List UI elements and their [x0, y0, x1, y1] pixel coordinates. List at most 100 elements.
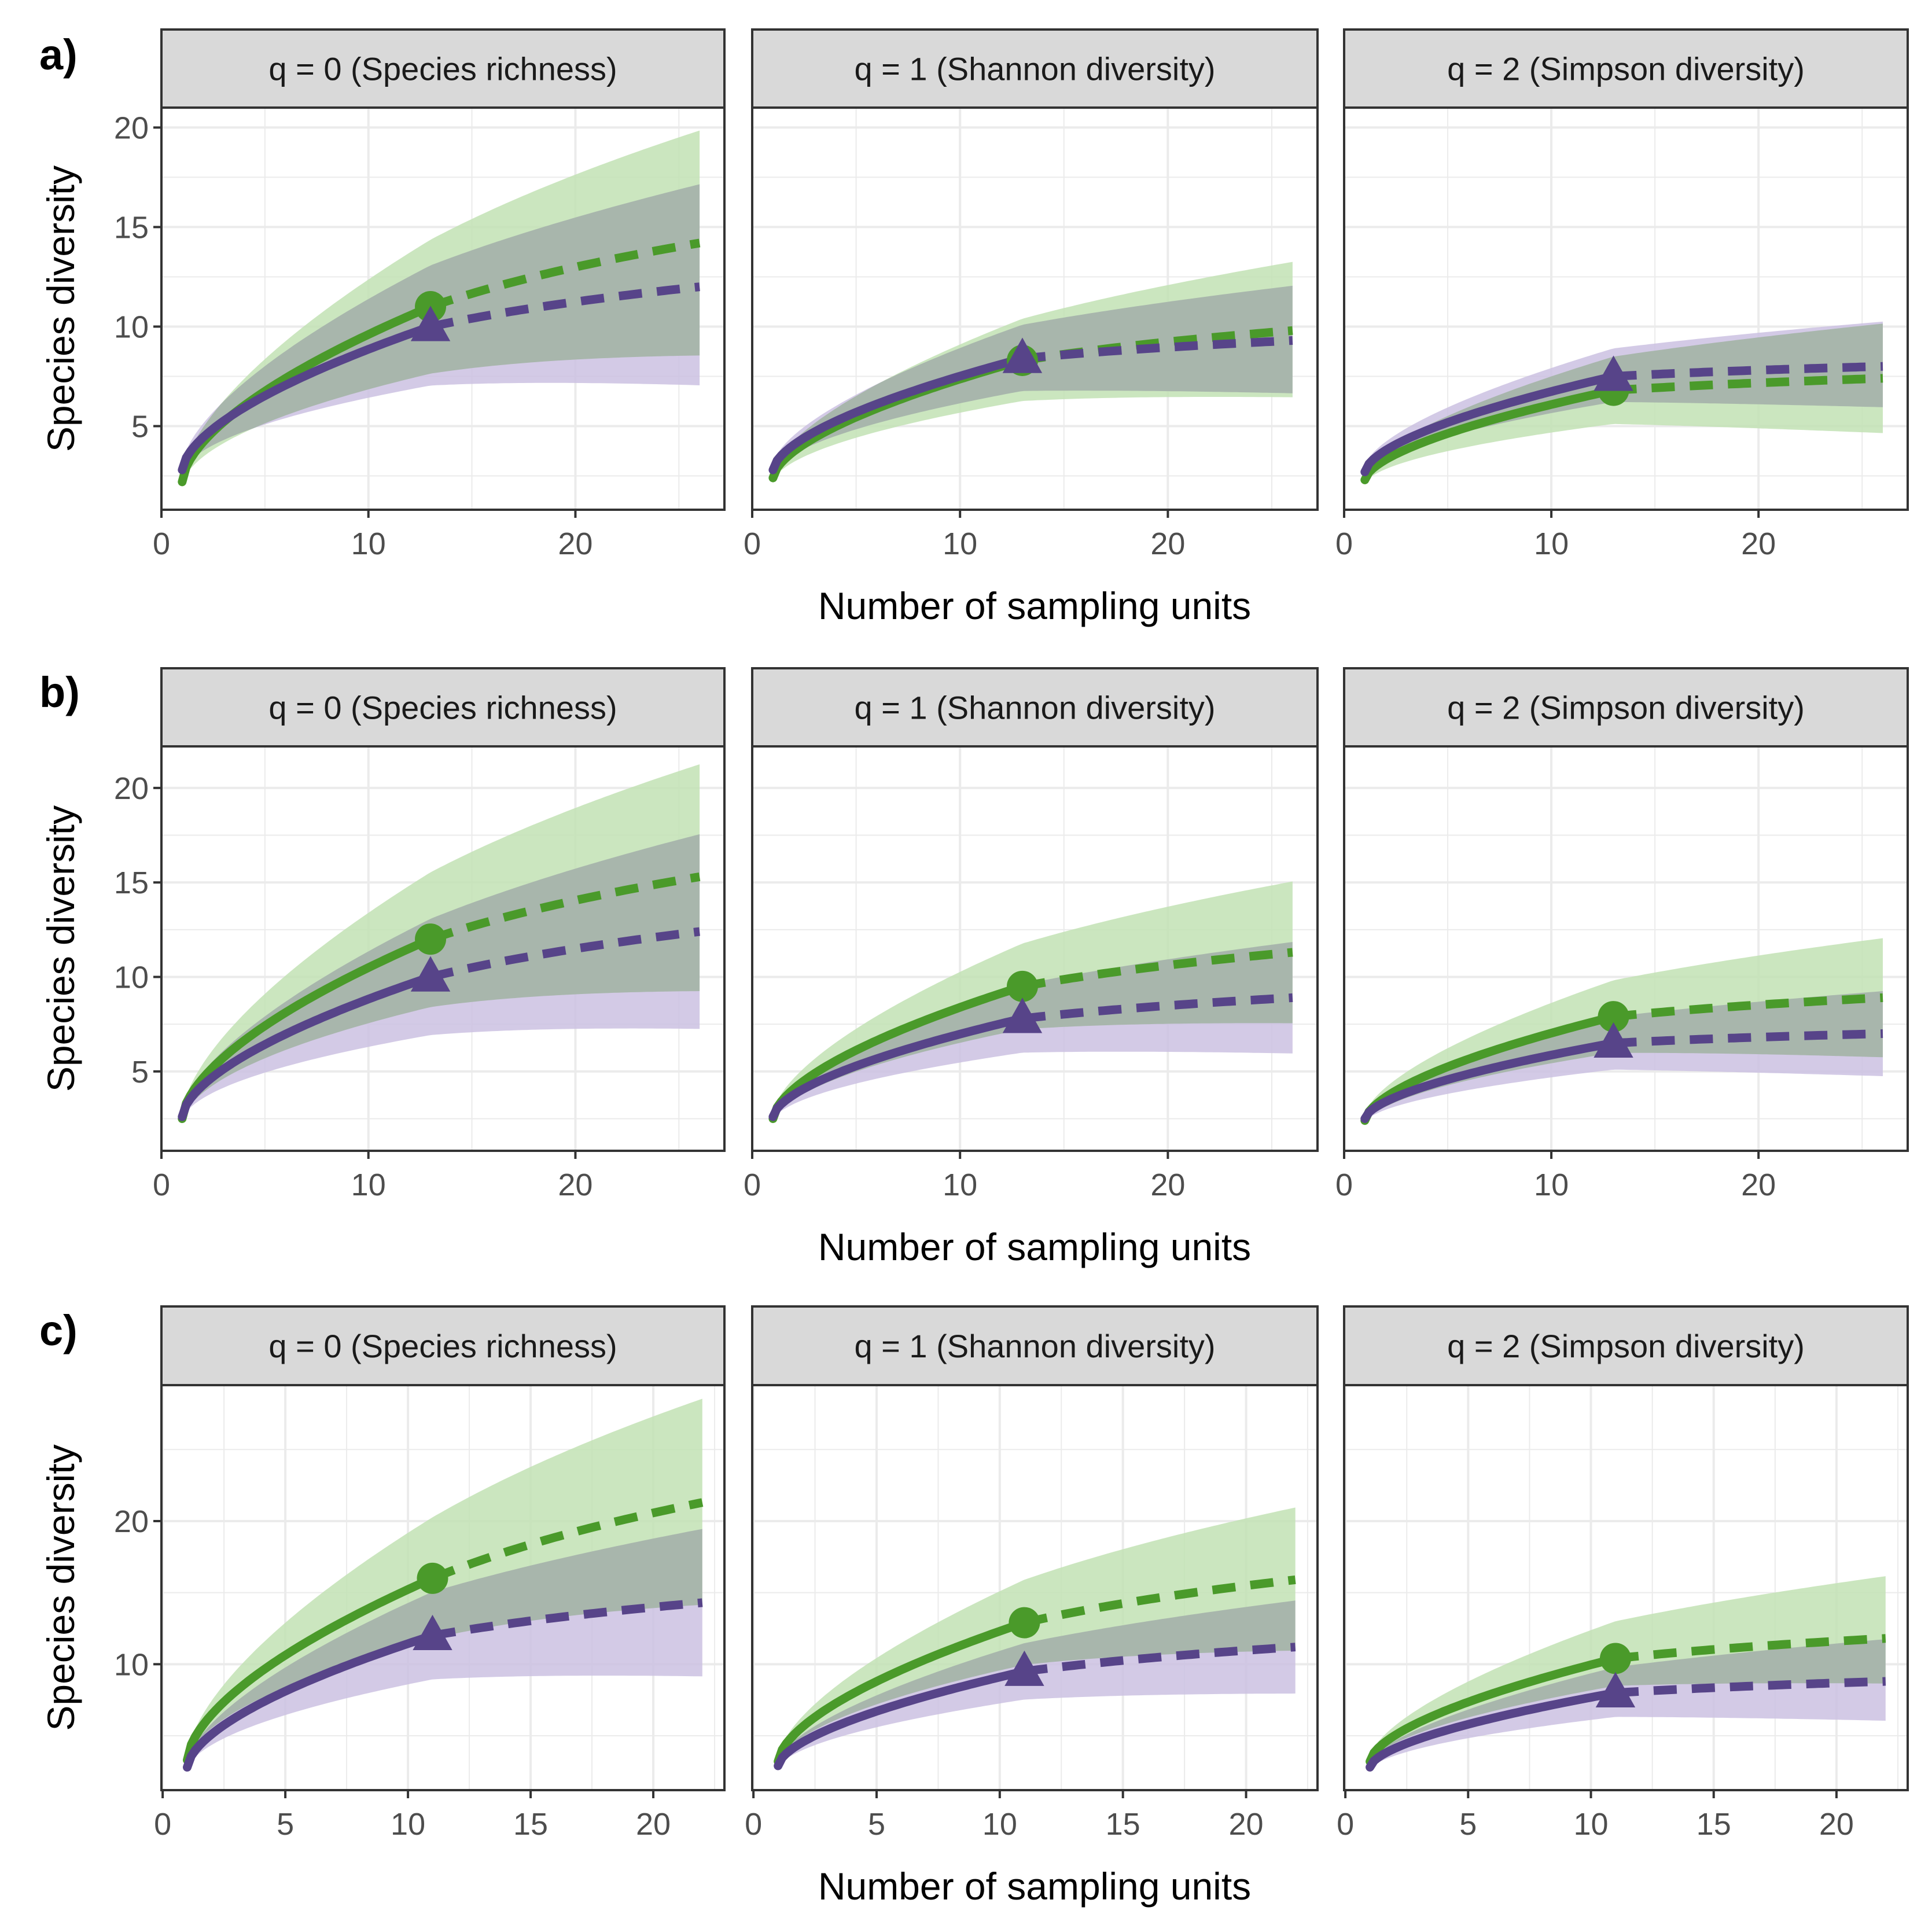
purple-interpolated-line	[1360, 1039, 1618, 1123]
y-axis-title: Species diversity	[39, 1444, 82, 1731]
x-tick-label: 0	[153, 1168, 170, 1202]
x-tick-label: 20	[1150, 527, 1185, 561]
facet-strip	[1343, 667, 1909, 748]
y-tick-label: 15	[114, 866, 149, 900]
green-circle-marker	[417, 1562, 448, 1594]
green-circle-marker	[1009, 1607, 1040, 1639]
x-tick-label: 10	[1534, 1168, 1569, 1202]
y-tick-label: 15	[114, 210, 149, 245]
purple-interpolated-line	[774, 1667, 1029, 1770]
x-tick-label: 5	[868, 1807, 885, 1842]
x-tick-label: 10	[391, 1807, 425, 1842]
grid	[752, 1385, 1318, 1790]
facet-strip-label: q = 0 (Species richness)	[268, 690, 617, 726]
y-tick-label: 10	[114, 1647, 149, 1682]
x-tick-label: 20	[558, 527, 593, 561]
x-tick-label: 20	[1150, 1168, 1185, 1202]
facet-strip	[751, 1305, 1319, 1386]
data-layer	[774, 1507, 1296, 1770]
y-tick-label: 20	[114, 771, 149, 806]
purple-triangle-marker	[1594, 355, 1633, 391]
x-tick-label: 0	[1335, 1168, 1353, 1202]
purple-extrapolated-line	[1022, 993, 1293, 1023]
x-axis-title: Number of sampling units	[818, 584, 1251, 627]
x-tick-label: 15	[513, 1807, 548, 1842]
data-layer	[1360, 321, 1883, 485]
data-layer	[178, 130, 701, 487]
purple-extrapolated-line	[429, 282, 700, 331]
green-confidence-band	[1364, 323, 1883, 485]
y-axis-title: Species diversity	[39, 805, 82, 1092]
purple-triangle-marker	[413, 1614, 452, 1651]
green-circle-marker	[1598, 1001, 1629, 1033]
facet-strip-label: q = 0 (Species richness)	[268, 1328, 617, 1364]
purple-triangle-marker	[1595, 1672, 1636, 1708]
facet-strip-label: q = 1 (Shannon diversity)	[854, 690, 1215, 726]
facet-strip	[160, 667, 726, 748]
x-tick-label: 5	[1459, 1807, 1477, 1842]
purple-triangle-marker	[1004, 1650, 1044, 1686]
facet-strip	[160, 1305, 726, 1386]
panel-3-2: q = 1 (Shannon diversity) 0 5 10 15 20	[745, 1305, 1319, 1842]
data-layer	[178, 764, 701, 1124]
green-interpolated-line	[183, 1574, 437, 1765]
purple-interpolated-line	[1360, 372, 1618, 477]
facet-strip	[160, 28, 726, 109]
x-tick-label: 10	[943, 527, 977, 561]
purple-interpolated-line	[1366, 1688, 1620, 1772]
row-label: a)	[39, 31, 78, 79]
data-layer	[183, 1398, 704, 1772]
x-tick-label: 20	[1229, 1807, 1264, 1842]
facet-strip-label: q = 2 (Simpson diversity)	[1447, 51, 1805, 87]
green-interpolated-line	[768, 982, 1027, 1123]
green-confidence-band	[1364, 938, 1883, 1125]
x-tick-label: 10	[1573, 1807, 1608, 1842]
x-tick-label: 20	[1819, 1807, 1854, 1842]
purple-extrapolated-line	[429, 927, 700, 981]
x-tick-label: 5	[277, 1807, 294, 1842]
y-tick-label: 20	[114, 111, 149, 145]
green-extrapolated-line	[429, 238, 701, 311]
facet-strip	[1343, 28, 1909, 109]
facet-strip-label: q = 2 (Simpson diversity)	[1447, 690, 1805, 726]
purple-extrapolated-line	[1615, 1677, 1886, 1698]
y-tick-label: 20	[114, 1504, 149, 1539]
purple-interpolated-line	[178, 973, 435, 1121]
purple-extrapolated-line	[1024, 1643, 1296, 1676]
row-label: b)	[39, 668, 80, 716]
x-tick-label: 15	[1106, 1807, 1140, 1842]
green-extrapolated-line	[1023, 1575, 1296, 1627]
x-tick-label: 10	[351, 527, 386, 561]
purple-triangle-marker	[1594, 1022, 1633, 1058]
panel-3-1: q = 0 (Species richness) 0 5 10 15 20 10 20	[114, 1305, 726, 1842]
green-extrapolated-line	[1613, 374, 1883, 395]
green-interpolated-line	[1360, 386, 1618, 484]
x-tick-label: 0	[154, 1807, 171, 1842]
purple-extrapolated-line	[1022, 336, 1293, 363]
x-tick-label: 0	[744, 1168, 761, 1202]
purple-extrapolated-line	[432, 1598, 703, 1640]
facet-strip	[1343, 1305, 1909, 1386]
green-interpolated-line	[1366, 1654, 1620, 1766]
panel-2-3: q = 2 (Simpson diversity) 0 10 20	[1335, 667, 1909, 1202]
y-axis-title: Species diversity	[39, 165, 82, 452]
green-interpolated-line	[178, 934, 435, 1123]
facet-strip	[751, 28, 1319, 109]
green-extrapolated-line	[1613, 993, 1883, 1021]
green-interpolated-line	[1360, 1012, 1618, 1125]
data-layer	[1366, 1576, 1886, 1772]
purple-interpolated-line	[768, 354, 1027, 474]
x-tick-label: 10	[982, 1807, 1017, 1842]
x-tick-label: 20	[1741, 1168, 1776, 1202]
purple-interpolated-line	[178, 322, 435, 474]
facet-strip-label: q = 1 (Shannon diversity)	[854, 1328, 1215, 1364]
data-layer	[1360, 938, 1883, 1125]
x-tick-label: 0	[153, 527, 170, 561]
y-tick-label: 10	[114, 310, 149, 344]
facet-strip-label: q = 2 (Simpson diversity)	[1447, 1328, 1805, 1364]
panel-2-2: q = 1 (Shannon diversity) 0 10 20	[744, 667, 1319, 1202]
green-extrapolated-line	[429, 873, 701, 944]
green-circle-marker	[415, 923, 447, 955]
x-tick-label: 10	[351, 1168, 386, 1202]
purple-triangle-marker	[1002, 337, 1043, 373]
